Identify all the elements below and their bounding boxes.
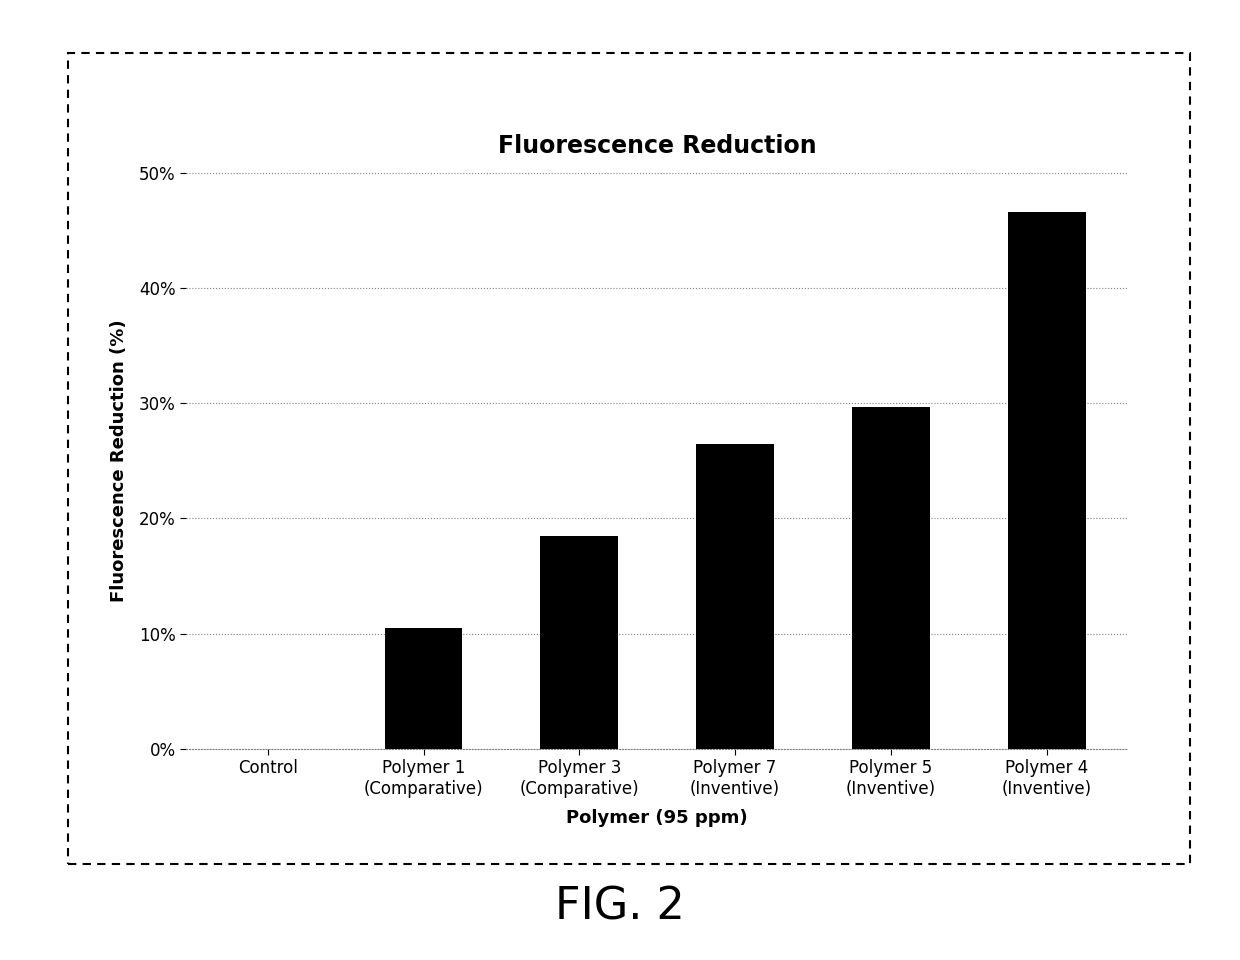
Y-axis label: Fluorescence Reduction (%): Fluorescence Reduction (%) [109, 320, 128, 602]
Bar [384, 628, 463, 749]
Bar [1008, 212, 1085, 749]
Text: FIG. 2: FIG. 2 [556, 886, 684, 928]
X-axis label: Polymer (95 ppm): Polymer (95 ppm) [567, 809, 748, 828]
Bar [541, 536, 619, 749]
Bar [696, 444, 774, 749]
Title: Fluorescence Reduction: Fluorescence Reduction [498, 134, 816, 158]
Bar [852, 407, 930, 749]
